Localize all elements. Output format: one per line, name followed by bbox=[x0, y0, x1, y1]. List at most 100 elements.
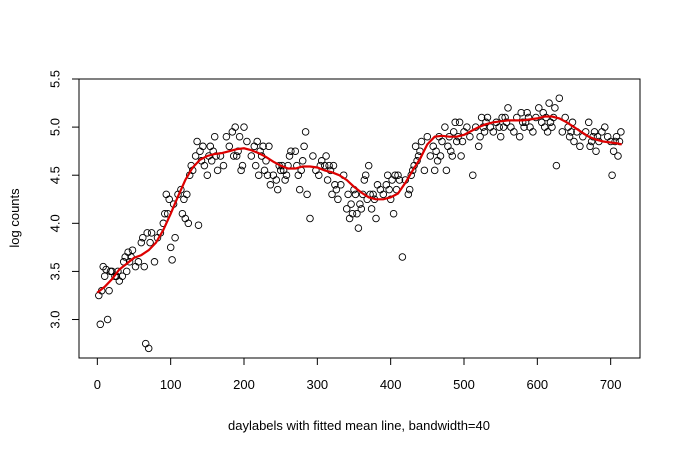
data-point bbox=[515, 132, 524, 141]
data-point bbox=[441, 123, 449, 131]
x-tick-label: 700 bbox=[600, 377, 622, 392]
data-point bbox=[517, 108, 525, 117]
data-point bbox=[347, 200, 355, 208]
data-point bbox=[524, 113, 533, 122]
data-point bbox=[303, 190, 311, 199]
data-point bbox=[210, 132, 219, 141]
data-point bbox=[351, 190, 360, 199]
data-point bbox=[273, 185, 282, 194]
data-point bbox=[495, 123, 503, 131]
data-point bbox=[276, 166, 285, 175]
data-point bbox=[291, 147, 300, 155]
data-point bbox=[238, 161, 247, 170]
data-point bbox=[601, 123, 609, 131]
data-point bbox=[474, 142, 483, 151]
data-point bbox=[535, 104, 543, 112]
data-point bbox=[282, 171, 291, 179]
x-tick-label: 100 bbox=[160, 377, 182, 392]
data-point bbox=[426, 152, 435, 160]
data-point bbox=[356, 200, 364, 208]
data-point bbox=[408, 166, 417, 175]
data-point bbox=[463, 123, 471, 131]
data-point bbox=[405, 185, 414, 194]
data-point bbox=[193, 137, 201, 146]
data-point bbox=[254, 171, 263, 179]
data-point bbox=[592, 147, 600, 155]
data-point bbox=[114, 267, 122, 276]
data-point bbox=[259, 142, 267, 151]
data-point bbox=[309, 152, 317, 160]
data-point bbox=[171, 233, 179, 242]
data-point bbox=[103, 315, 112, 324]
data-point bbox=[247, 152, 256, 160]
y-tick-label: 3.0 bbox=[48, 310, 63, 328]
data-point bbox=[344, 190, 352, 199]
data-point bbox=[411, 142, 420, 151]
data-point bbox=[323, 176, 332, 184]
data-point bbox=[570, 137, 578, 146]
data-point bbox=[523, 108, 531, 117]
data-point bbox=[194, 221, 203, 229]
data-point bbox=[520, 123, 528, 131]
data-point bbox=[298, 157, 307, 165]
data-point bbox=[455, 118, 464, 127]
data-point bbox=[139, 233, 147, 242]
data-point bbox=[140, 262, 149, 271]
data-point bbox=[306, 214, 314, 223]
data-point bbox=[353, 209, 361, 218]
data-point bbox=[576, 142, 584, 151]
data-point bbox=[272, 176, 281, 184]
data-point bbox=[614, 152, 622, 160]
data-point bbox=[545, 99, 553, 107]
data-point bbox=[442, 166, 451, 175]
data-point bbox=[348, 209, 357, 218]
y-axis-label: log counts bbox=[7, 188, 22, 248]
data-point bbox=[449, 128, 458, 136]
data-point bbox=[611, 137, 619, 146]
data-point bbox=[477, 113, 486, 122]
data-point bbox=[207, 157, 216, 165]
data-point bbox=[150, 258, 159, 266]
data-point bbox=[489, 128, 498, 136]
x-tick-label: 600 bbox=[526, 377, 548, 392]
data-point bbox=[137, 238, 146, 247]
data-point bbox=[451, 118, 459, 127]
data-point bbox=[432, 147, 440, 155]
data-point bbox=[372, 214, 380, 223]
data-point bbox=[398, 253, 407, 261]
data-point bbox=[134, 258, 143, 266]
data-point bbox=[567, 128, 575, 136]
data-point bbox=[219, 161, 228, 170]
data-point bbox=[166, 243, 175, 252]
data-point bbox=[379, 190, 388, 199]
data-point bbox=[469, 171, 477, 179]
data-point bbox=[144, 344, 153, 353]
data-point bbox=[315, 171, 323, 179]
data-point bbox=[354, 224, 363, 232]
data-point bbox=[448, 152, 457, 160]
x-tick-label: 500 bbox=[453, 377, 475, 392]
data-point bbox=[237, 166, 245, 175]
data-point bbox=[480, 128, 489, 136]
data-point bbox=[447, 147, 455, 155]
y-axis: 3.0 3.5 4.0 4.5 5.0 5.5 bbox=[48, 70, 80, 329]
data-point bbox=[565, 132, 574, 141]
y-tick-label: 4.0 bbox=[48, 214, 63, 232]
data-point bbox=[105, 286, 113, 295]
data-point bbox=[229, 152, 238, 160]
data-point bbox=[122, 267, 131, 276]
data-point bbox=[609, 147, 618, 155]
data-point bbox=[496, 132, 505, 141]
data-point bbox=[436, 152, 445, 160]
x-tick-label: 400 bbox=[380, 377, 402, 392]
data-point bbox=[243, 137, 251, 146]
x-tick-label: 0 bbox=[94, 377, 101, 392]
data-point bbox=[225, 142, 234, 151]
data-point bbox=[423, 132, 432, 141]
data-point bbox=[518, 118, 527, 127]
data-point bbox=[118, 272, 127, 280]
data-point bbox=[367, 205, 376, 213]
data-point bbox=[263, 171, 272, 179]
data-point bbox=[466, 132, 474, 141]
